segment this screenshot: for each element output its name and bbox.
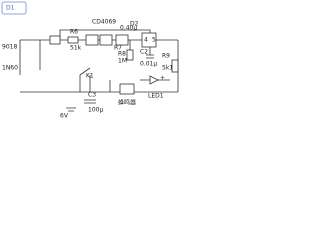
label: 5 [152,37,156,44]
label: 0.40μ [120,25,137,32]
wires [19,29,179,93]
label: LED1 [148,93,164,100]
label: C2 [140,49,148,56]
label: 6V [60,113,69,120]
components [1,1,179,112]
label: R9 [162,53,170,60]
label: 蜂鸣器 [118,99,136,107]
label: D1 [6,5,15,12]
circuit-diagram: CD4069 R6 51k 9018 1N60 R7 D2 0.40μ R8 1… [1,1,179,120]
label: K1 [86,73,94,80]
label: CD4069 [92,19,116,26]
label: + [160,75,165,82]
label: 51k [70,45,82,52]
label: R6 [70,29,78,36]
label: 1N60 [2,65,18,72]
label: R7 [114,45,122,52]
label: 9018 [2,44,17,51]
page: CD4069 R6 51k 9018 1N60 R7 D2 0.40μ R8 1… [1,1,179,120]
label: D2 [130,21,139,28]
label: 4 [144,37,148,44]
label: C3 [88,92,96,99]
label: 100μ [88,107,103,114]
label: 0.01μ [140,61,157,68]
label: 5k1 [162,65,173,72]
label: R8 [118,51,126,58]
label: 1M [118,58,127,65]
